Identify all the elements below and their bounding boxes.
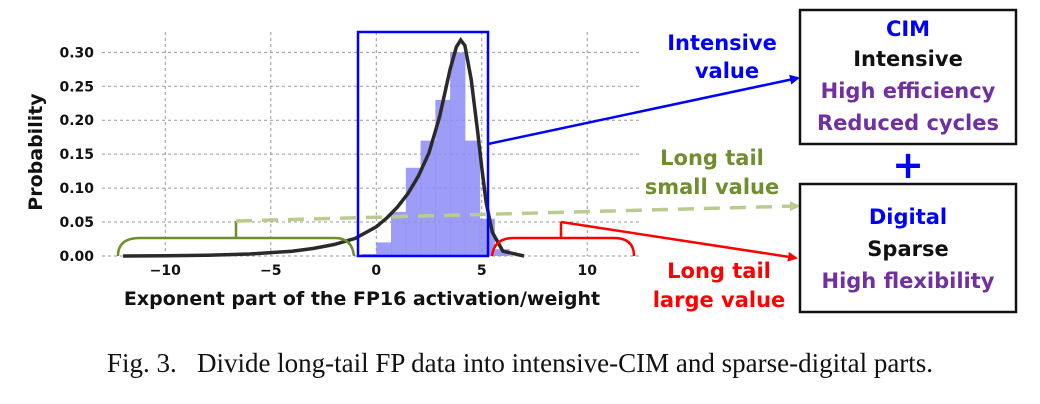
intensive-value-label-line2: value: [695, 59, 759, 83]
y-tick-label: 0.25: [59, 79, 94, 95]
long-tail-large-label-line1: Long tail: [667, 259, 771, 283]
y-axis-label: Probability: [25, 93, 47, 211]
histogram-bar: [376, 242, 392, 256]
intensive-value-label-line1: Intensive: [667, 31, 777, 55]
figure-caption: Fig. 3. Divide long-tail FP data into in…: [106, 348, 934, 378]
intensive-arrow: [487, 74, 800, 146]
x-tick-labels: −10 −5 0 5 10: [150, 263, 598, 279]
long-tail-large-label-line2: large value: [653, 288, 786, 312]
x-tick-label: 0: [371, 263, 381, 279]
digital-box-sparse: Sparse: [867, 237, 948, 261]
histogram-bar: [450, 52, 466, 257]
x-tick-label: −10: [150, 263, 181, 279]
x-tick-label: 10: [578, 263, 598, 279]
grid-layer: [102, 32, 640, 257]
histogram-bar: [420, 140, 436, 256]
x-tick-label: 5: [477, 263, 487, 279]
y-tick-label: 0.10: [59, 181, 94, 197]
y-tick-label: 0.00: [59, 249, 94, 265]
cim-box-reduced-cycles: Reduced cycles: [817, 111, 999, 135]
plus-sign: +: [892, 143, 924, 187]
cim-box-high-efficiency: High efficiency: [821, 79, 996, 103]
y-tick-label: 0.15: [59, 147, 94, 163]
cim-box-intensive: Intensive: [853, 47, 963, 71]
cim-box-title: CIM: [886, 17, 930, 41]
histogram-bars: [361, 52, 510, 257]
small-tail-arrow: [235, 201, 800, 223]
y-tick-label: 0.30: [59, 45, 94, 61]
cim-box: CIM Intensive High efficiency Reduced cy…: [798, 8, 1018, 146]
y-tick-label: 0.05: [59, 215, 94, 231]
digital-box: Digital Sparse High flexibility: [798, 182, 1018, 314]
y-tick-label: 0.20: [59, 113, 94, 129]
long-tail-small-label-line1: Long tail: [660, 146, 764, 170]
y-tick-labels: 0.00 0.05 0.10 0.15 0.20 0.25 0.30: [59, 45, 94, 265]
small-tail-brace: [116, 236, 356, 257]
large-tail-arrow: [560, 220, 798, 262]
distribution-curve: [123, 37, 525, 258]
x-axis-label: Exponent part of the FP16 activation/wei…: [124, 288, 600, 310]
x-tick-label: −5: [260, 263, 281, 279]
digital-box-title: Digital: [869, 205, 947, 229]
long-tail-small-label-line2: small value: [645, 175, 780, 199]
histogram-bar: [391, 211, 407, 256]
histogram-bar: [464, 140, 481, 256]
probability-chart: −10 −5 0 5 10 0.00 0.05 0.10 0.15 0.20 0.25 0.30 E…: [25, 32, 640, 310]
large-tail-brace: [490, 236, 636, 257]
digital-box-high-flexibility: High flexibility: [822, 269, 995, 293]
